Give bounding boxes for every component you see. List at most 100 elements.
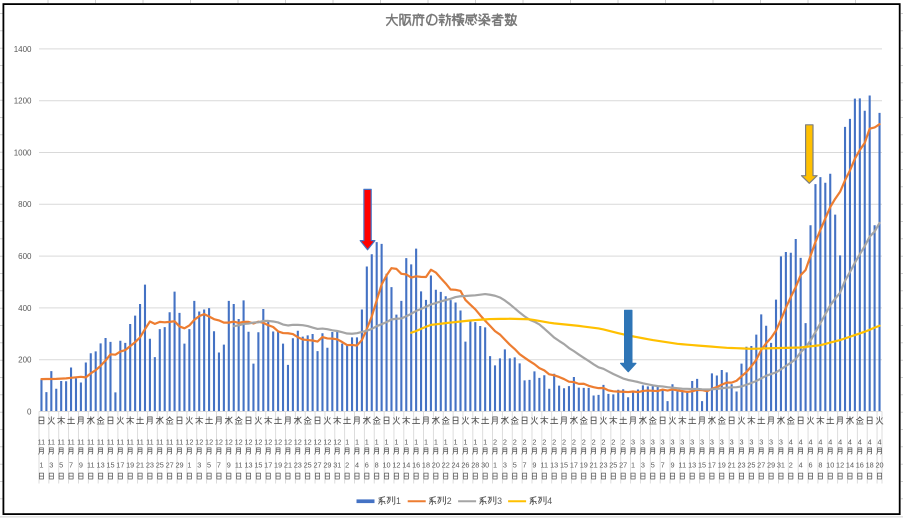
svg-text:13: 13 <box>688 460 696 469</box>
svg-text:19: 19 <box>126 460 134 469</box>
svg-text:3: 3 <box>680 437 684 446</box>
svg-text:12: 12 <box>264 437 272 446</box>
svg-text:27: 27 <box>619 460 627 469</box>
svg-text:1: 1 <box>394 437 398 446</box>
svg-text:19: 19 <box>580 460 588 469</box>
svg-text:12: 12 <box>304 437 312 446</box>
svg-text:10: 10 <box>382 460 390 469</box>
svg-text:3: 3 <box>670 437 674 446</box>
svg-text:12: 12 <box>836 460 844 469</box>
svg-text:4: 4 <box>838 437 842 446</box>
svg-text:25: 25 <box>609 460 617 469</box>
svg-text:12: 12 <box>225 437 233 446</box>
svg-text:3: 3 <box>749 437 753 446</box>
svg-text:5: 5 <box>59 460 63 469</box>
svg-text:3: 3 <box>769 437 773 446</box>
svg-text:1: 1 <box>444 437 448 446</box>
svg-text:13: 13 <box>550 460 558 469</box>
svg-text:11: 11 <box>97 437 105 446</box>
svg-text:4: 4 <box>818 437 822 446</box>
svg-text:12: 12 <box>313 437 321 446</box>
svg-text:0: 0 <box>27 407 32 416</box>
svg-text:1: 1 <box>483 437 487 446</box>
svg-text:21: 21 <box>728 460 736 469</box>
svg-text:13: 13 <box>244 460 252 469</box>
svg-text:4: 4 <box>848 437 852 446</box>
svg-text:7: 7 <box>217 460 221 469</box>
svg-text:23: 23 <box>737 460 745 469</box>
svg-text:16: 16 <box>412 460 420 469</box>
svg-text:2: 2 <box>572 437 576 446</box>
svg-text:29: 29 <box>175 460 183 469</box>
svg-text:12: 12 <box>392 460 400 469</box>
svg-text:4: 4 <box>547 496 552 506</box>
svg-text:9: 9 <box>79 460 83 469</box>
svg-text:12: 12 <box>195 437 203 446</box>
svg-text:1: 1 <box>463 437 467 446</box>
svg-text:12: 12 <box>215 437 223 446</box>
svg-text:1: 1 <box>385 437 389 446</box>
svg-text:11: 11 <box>156 437 164 446</box>
svg-text:1: 1 <box>375 437 379 446</box>
svg-text:28: 28 <box>471 460 479 469</box>
svg-text:14: 14 <box>402 460 410 469</box>
svg-text:2: 2 <box>552 437 556 446</box>
svg-text:4: 4 <box>799 437 803 446</box>
svg-text:12: 12 <box>235 437 243 446</box>
svg-text:3: 3 <box>641 460 645 469</box>
svg-text:30: 30 <box>481 460 489 469</box>
svg-text:27: 27 <box>313 460 321 469</box>
svg-text:600: 600 <box>18 252 32 261</box>
svg-text:1200: 1200 <box>14 97 32 106</box>
svg-text:24: 24 <box>452 460 460 469</box>
svg-text:3: 3 <box>661 437 665 446</box>
svg-text:5: 5 <box>513 460 517 469</box>
svg-text:25: 25 <box>747 460 755 469</box>
svg-text:2: 2 <box>592 437 596 446</box>
svg-text:10: 10 <box>826 460 834 469</box>
svg-text:2: 2 <box>493 437 497 446</box>
svg-text:11: 11 <box>87 437 95 446</box>
svg-text:1: 1 <box>345 437 349 446</box>
svg-text:11: 11 <box>107 437 115 446</box>
svg-text:17: 17 <box>264 460 272 469</box>
svg-text:8: 8 <box>818 460 822 469</box>
svg-text:11: 11 <box>235 460 243 469</box>
svg-text:22: 22 <box>442 460 450 469</box>
svg-text:1: 1 <box>355 437 359 446</box>
svg-text:11: 11 <box>57 437 65 446</box>
svg-text:11: 11 <box>146 437 154 446</box>
svg-text:12: 12 <box>284 437 292 446</box>
svg-text:4: 4 <box>868 437 872 446</box>
svg-text:18: 18 <box>866 460 874 469</box>
svg-text:7: 7 <box>661 460 665 469</box>
svg-text:3: 3 <box>710 437 714 446</box>
svg-text:27: 27 <box>757 460 765 469</box>
svg-text:400: 400 <box>18 304 32 313</box>
svg-text:11: 11 <box>176 437 184 446</box>
svg-text:21: 21 <box>590 460 598 469</box>
svg-text:12: 12 <box>333 437 341 446</box>
svg-text:3: 3 <box>631 437 635 446</box>
svg-text:3: 3 <box>690 437 694 446</box>
svg-text:1: 1 <box>424 437 428 446</box>
svg-text:3: 3 <box>759 437 763 446</box>
svg-text:16: 16 <box>856 460 864 469</box>
svg-text:1: 1 <box>631 460 635 469</box>
svg-text:31: 31 <box>333 460 341 469</box>
svg-text:17: 17 <box>708 460 716 469</box>
svg-text:25: 25 <box>304 460 312 469</box>
svg-text:19: 19 <box>274 460 282 469</box>
svg-text:4: 4 <box>808 437 812 446</box>
svg-text:7: 7 <box>523 460 527 469</box>
svg-text:2: 2 <box>542 437 546 446</box>
svg-text:1: 1 <box>414 437 418 446</box>
svg-text:4: 4 <box>799 460 803 469</box>
svg-text:1: 1 <box>454 437 458 446</box>
svg-text:1: 1 <box>365 437 369 446</box>
svg-text:8: 8 <box>375 460 379 469</box>
svg-text:2: 2 <box>789 460 793 469</box>
svg-text:1: 1 <box>473 437 477 446</box>
svg-text:1: 1 <box>434 437 438 446</box>
svg-text:11: 11 <box>166 437 174 446</box>
